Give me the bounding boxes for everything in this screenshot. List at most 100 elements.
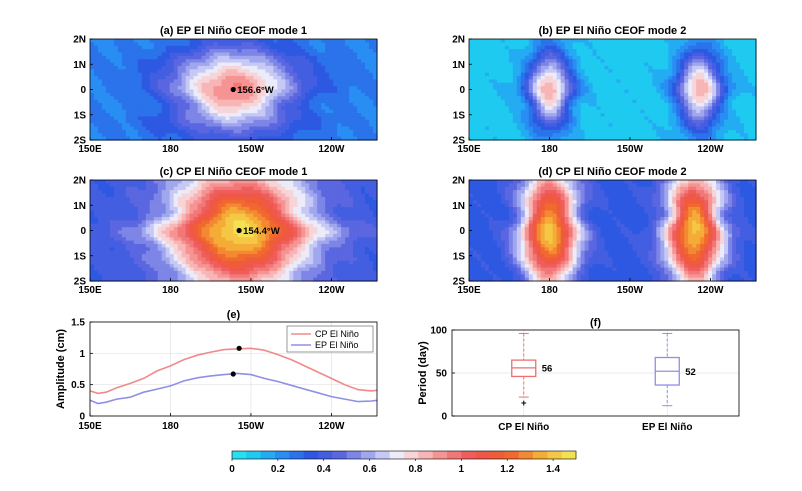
heatmap-cell	[608, 123, 614, 128]
heatmap-cell	[281, 39, 286, 43]
heatmap-cell	[257, 89, 263, 94]
heatmap-cell	[660, 55, 665, 60]
heatmap-cell	[640, 82, 645, 87]
heatmap-cell	[201, 136, 207, 141]
heatmap-cell	[241, 99, 247, 104]
heatmap-cell	[596, 59, 602, 64]
heatmap-cell	[564, 86, 570, 91]
heatmap-cell	[229, 42, 235, 47]
heatmap-cell	[648, 106, 653, 111]
heatmap-cell	[656, 113, 661, 118]
heatmap-cell	[732, 79, 737, 84]
heatmap-cell	[165, 55, 171, 60]
heatmap-cell	[101, 274, 107, 279]
heatmap-cell	[556, 49, 562, 54]
heatmap-cell	[133, 126, 139, 131]
heatmap-cell	[93, 89, 99, 94]
heatmap-cell	[708, 76, 713, 80]
heatmap-cell	[125, 180, 131, 184]
heatmap-cell	[532, 106, 538, 111]
heatmap-cell	[149, 86, 155, 91]
heatmap-cell	[564, 119, 570, 124]
heatmap-cell	[532, 39, 538, 43]
heatmap-cell	[157, 136, 163, 141]
heatmap-cell	[137, 129, 143, 134]
heatmap-cell	[301, 89, 306, 94]
heatmap-cell	[269, 113, 274, 118]
heatmap-cell	[560, 39, 566, 43]
heatmap-cell	[640, 72, 645, 77]
heatmap-cell	[281, 119, 286, 124]
heatmap-cell	[708, 123, 713, 128]
heatmap-cell	[740, 113, 745, 118]
heatmap-cell	[341, 116, 346, 121]
heatmap-cell	[724, 55, 729, 60]
heatmap-cell	[584, 52, 590, 57]
heatmap-cell	[121, 203, 127, 208]
heatmap-cell	[169, 123, 175, 128]
heatmap-cell	[265, 62, 270, 67]
heatmap-cell	[492, 92, 498, 97]
heatmap-cell	[113, 62, 119, 67]
heatmap-cell	[656, 65, 661, 70]
heatmap-cell	[552, 102, 558, 107]
heatmap-cell	[145, 102, 151, 107]
heatmap-cell	[153, 230, 159, 235]
heatmap-cell	[484, 116, 490, 121]
heatmap-cell	[169, 45, 175, 50]
heatmap-cell	[536, 123, 542, 128]
heatmap-cell	[93, 264, 99, 269]
heatmap-cell	[289, 106, 294, 111]
heatmap-cell	[612, 123, 618, 128]
heatmap-cell	[225, 123, 231, 128]
heatmap-cell	[157, 49, 163, 54]
heatmap-cell	[680, 59, 685, 64]
heatmap-cell	[728, 76, 733, 80]
heatmap-cell	[161, 206, 167, 211]
heatmap-cell	[660, 129, 665, 134]
heatmap-cell	[169, 240, 175, 245]
heatmap-cell	[632, 136, 638, 141]
heatmap-cell	[113, 76, 119, 80]
heatmap-cell	[748, 92, 753, 97]
heatmap-cell	[137, 270, 143, 275]
heatmap-cell	[516, 72, 522, 77]
heatmap-cell	[576, 92, 582, 97]
heatmap-cell	[205, 96, 211, 101]
heatmap-cell	[137, 186, 143, 191]
heatmap-cell	[672, 76, 677, 80]
heatmap-cell	[269, 42, 274, 47]
heatmap-cell	[628, 96, 634, 101]
heatmap-cell	[125, 92, 131, 97]
heatmap-cell	[752, 79, 757, 84]
heatmap-cell	[141, 79, 147, 84]
heatmap-cell	[105, 230, 111, 235]
heatmap-cell	[113, 119, 119, 124]
heatmap-cell	[500, 96, 506, 101]
heatmap-cell	[133, 123, 139, 128]
heatmap-cell	[93, 79, 99, 84]
heatmap-cell	[560, 133, 566, 138]
heatmap-cell	[169, 257, 175, 262]
heatmap-cell	[221, 49, 227, 54]
heatmap-cell	[229, 99, 235, 104]
heatmap-cell	[229, 102, 235, 107]
heatmap-cell	[744, 42, 749, 47]
heatmap-cell	[325, 123, 330, 128]
heatmap-cell	[105, 223, 111, 228]
heatmap-cell	[317, 55, 322, 60]
heatmap-cell	[161, 257, 167, 262]
heatmap-cell	[173, 99, 179, 104]
heatmap-cell	[181, 106, 187, 111]
heatmap-cell	[105, 42, 111, 47]
heatmap-cell	[209, 65, 215, 70]
heatmap-cell	[341, 52, 346, 57]
heatmap-cell	[221, 133, 227, 138]
heatmap-cell	[157, 250, 163, 255]
heatmap-cell	[648, 79, 653, 84]
heatmap-cell	[153, 270, 159, 275]
heatmap-cell	[492, 89, 498, 94]
heatmap-cell	[249, 69, 255, 74]
heatmap-cell	[193, 52, 199, 57]
heatmap-cell	[161, 55, 167, 60]
